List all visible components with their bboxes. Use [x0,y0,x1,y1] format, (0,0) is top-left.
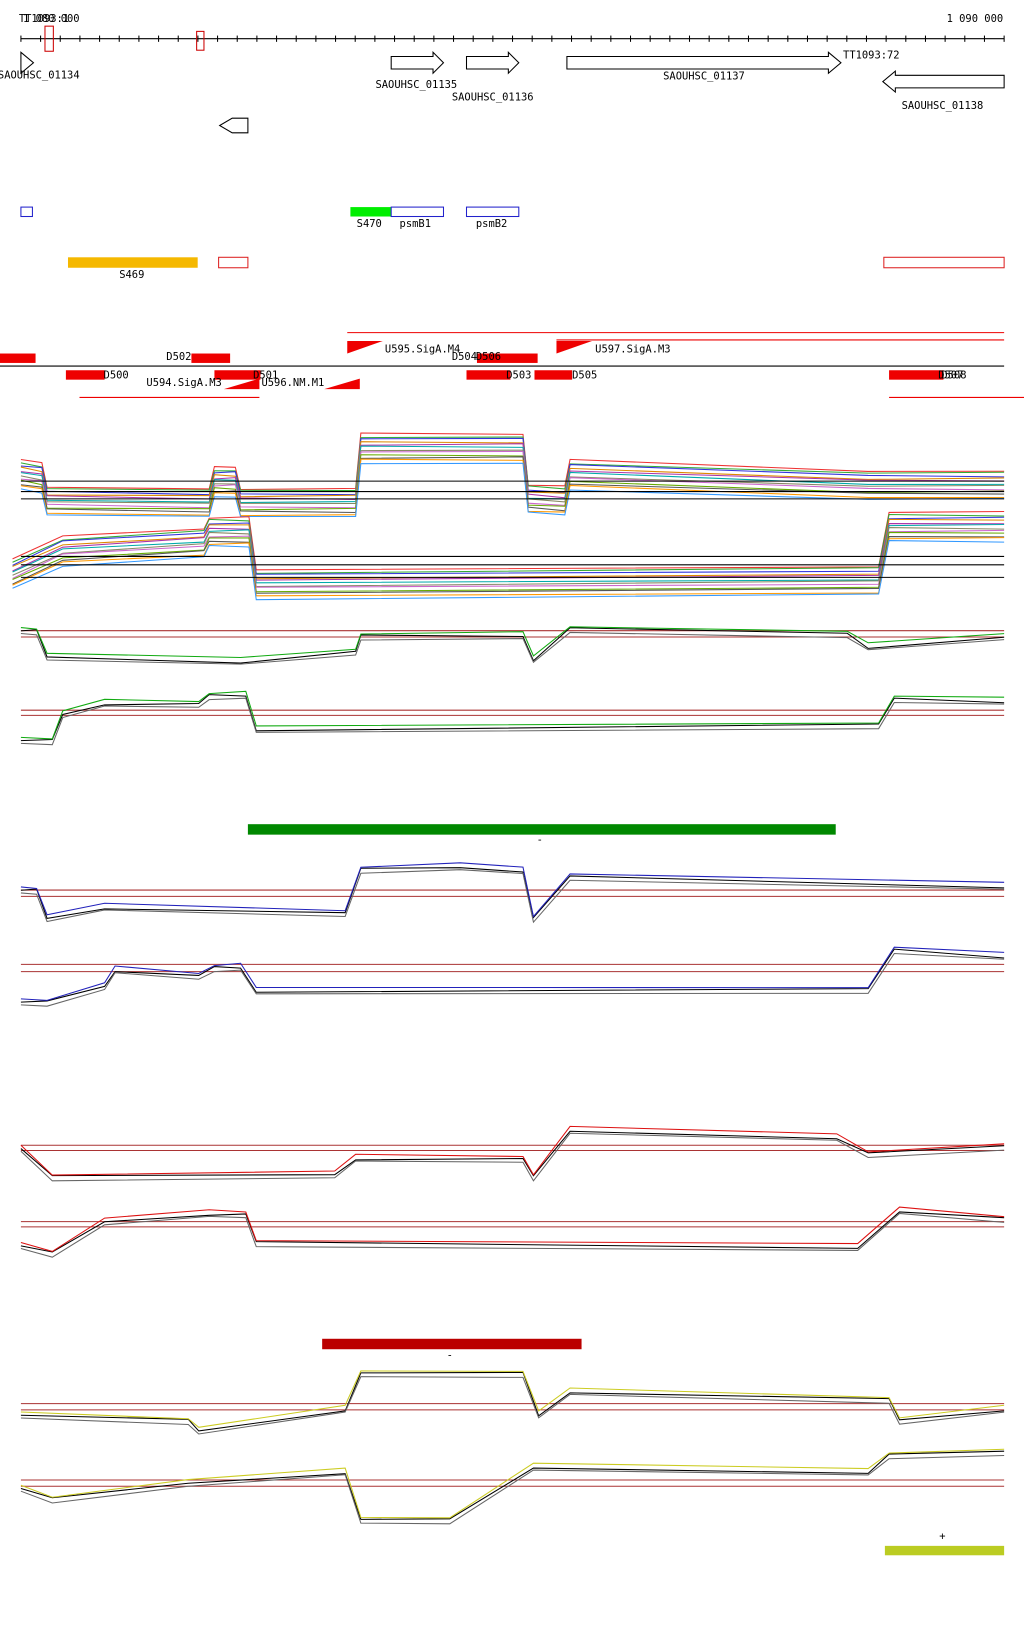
strand-label: - [537,834,543,846]
trace [20,869,1005,924]
trace [20,1450,1005,1520]
reg-label: U596.NM.M1 [261,377,324,389]
trace [20,697,1005,746]
gene-label: SAOUHSC_01137 [663,70,745,82]
trace [12,536,1005,594]
feature-label: S470 [357,218,382,230]
gene-label: TT1093:72 [843,50,900,62]
trace [20,626,1005,658]
trace [20,1212,1005,1258]
trace [20,694,1005,742]
trace [20,1125,1005,1176]
feature-label: psmB2 [476,218,507,230]
gene-label: SAOUHSC_01136 [452,91,534,103]
trace [12,540,1005,601]
trace [12,531,1005,593]
trace [12,513,1005,574]
trace [20,1448,1005,1519]
feature [883,256,1005,269]
ruler [20,35,1005,42]
reg-label: D506 [476,351,501,363]
reg-label: D502 [166,351,191,363]
reg-label: D507 [938,370,963,382]
region-bar [247,824,836,835]
trace [20,1206,1005,1252]
reg-label: D501 [253,370,278,382]
trace [12,527,1005,588]
feature [218,256,249,269]
feature-label: S469 [119,269,144,281]
gene-label: SAOUHSC_01138 [902,100,984,112]
reg-label: U595.SigA.M4 [385,343,460,355]
trace [20,867,1005,920]
trace [12,518,1005,580]
reg-label: D500 [104,370,129,382]
trace [20,462,1005,518]
reg-label: U597.SigA.M3 [595,343,670,355]
reg-label: D508 [941,370,966,382]
gene-label: SAOUHSC_01134 [0,69,80,81]
reg-label: D504 [452,351,477,363]
trace [20,1370,1005,1428]
ruler-label: 1 080 000 [23,13,80,25]
expression-tracks [12,432,1005,1525]
trace [20,1376,1005,1435]
marker [44,25,54,52]
trace [20,952,1005,1007]
reg-label: D505 [572,370,597,382]
trace [12,516,1005,575]
reg-label: U594.SigA.M3 [146,377,221,389]
trace [12,523,1005,581]
trace [20,631,1005,665]
trace [20,948,1005,1003]
trace [20,1132,1005,1182]
trace [20,690,1005,740]
feature [390,206,445,218]
trace [20,1371,1005,1432]
feature [465,206,520,218]
trace [20,1130,1005,1177]
strand-label: + [939,1531,945,1543]
feature [67,257,198,268]
reg-label: D503 [506,370,531,382]
region-bar [884,1545,1005,1556]
region-bar [322,1338,582,1350]
gene-label: SAOUHSC_01135 [376,79,458,91]
regulatory-track [0,332,1024,398]
feature [20,206,33,218]
marker [196,30,205,51]
feature [350,207,392,217]
genes [20,51,1005,134]
trace [20,1455,1005,1525]
ruler-label: TT1093:1 [19,13,69,25]
trace [20,946,1005,1001]
trace [20,627,1005,664]
feature-label: psmB1 [400,218,431,230]
trace [20,1211,1005,1253]
ruler-label: 1 090 000 [947,13,1004,25]
trace [20,456,1005,514]
strand-label: - [447,1350,453,1362]
trace [20,862,1005,918]
